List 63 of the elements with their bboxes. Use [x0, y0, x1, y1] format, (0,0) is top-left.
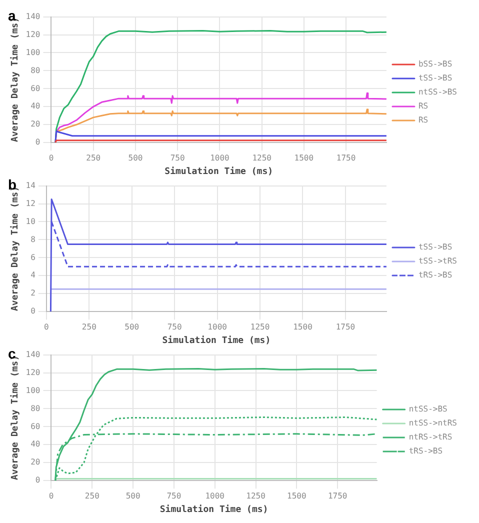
x-tick-label: 1750	[336, 153, 356, 162]
y-tick-label: 12	[26, 198, 36, 208]
y-tick-label: 2	[30, 288, 36, 298]
x-tick-label: 500	[126, 491, 140, 500]
legend-label: tSS->BS	[418, 242, 452, 252]
y-tick-label: 40	[30, 440, 40, 449]
y-tick-label: 0	[30, 306, 36, 316]
x-tick-label: 0	[44, 322, 50, 332]
legend-label: RS	[418, 116, 428, 125]
y-tick-label: 100	[26, 386, 40, 395]
x-tick-label: 1250	[252, 153, 272, 162]
legend-label: bSS->BS	[418, 60, 452, 69]
y-tick-label: 80	[30, 66, 40, 75]
y-tick-label: 100	[26, 48, 40, 57]
x-tick-label: 1000	[210, 153, 230, 162]
x-tick-label: 1000	[208, 322, 228, 332]
y-tick-label: 80	[30, 404, 40, 413]
y-tick-label: 140	[26, 350, 40, 359]
y-tick-label: 140	[26, 12, 40, 21]
y-tick-label: 20	[30, 458, 40, 467]
x-tick-label: 500	[124, 322, 140, 332]
y-tick-label: 6	[30, 252, 36, 262]
x-tick-label: 750	[167, 322, 182, 332]
x-tick-label: 1750	[336, 322, 356, 332]
y-tick-label: 10	[26, 216, 36, 226]
x-tick-label: 1500	[293, 322, 313, 332]
x-tick-label: 250	[86, 153, 101, 162]
legend-label: ntSS->BS	[418, 88, 458, 97]
x-axis-title: Simulation Time (ms)	[164, 166, 274, 177]
x-tick-label: 1250	[250, 322, 270, 332]
x-tick-label: 750	[170, 153, 185, 162]
legend-label: ntRS->tRS	[408, 432, 452, 442]
legend-label: ntSS->ntRS	[408, 418, 458, 428]
x-tick-label: 250	[82, 322, 97, 332]
y-tick-label: 8	[30, 234, 36, 244]
legend-label: tSS->tRS	[418, 256, 458, 266]
y-tick-label: 0	[35, 138, 40, 147]
x-tick-label: 1500	[294, 153, 314, 162]
y-tick-label: 0	[35, 476, 40, 485]
y-tick-label: 60	[30, 84, 40, 93]
y-tick-label: 120	[26, 30, 40, 39]
x-tick-label: 750	[166, 491, 182, 500]
x-tick-label: 1750	[328, 491, 348, 500]
x-tick-label: 1250	[246, 491, 266, 500]
legend-label: tRS->BS	[408, 446, 443, 456]
x-tick-label: 0	[48, 153, 54, 162]
y-tick-label: 4	[30, 270, 36, 280]
x-tick-label: 1500	[287, 491, 306, 500]
legend-label: tRS->BS	[418, 270, 452, 280]
x-tick-label: 250	[84, 491, 100, 500]
legend-label: ntSS->BS	[408, 404, 448, 414]
y-tick-label: 20	[30, 120, 40, 129]
legend-label: RS	[418, 102, 428, 111]
x-tick-label: 500	[128, 153, 143, 162]
x-tick-label: 1000	[205, 491, 225, 500]
x-tick-label: 0	[48, 491, 54, 500]
y-tick-label: 120	[26, 368, 40, 377]
x-axis-title: Simulation Time (ms)	[162, 334, 271, 346]
y-tick-label: 14	[26, 180, 36, 190]
y-tick-label: 40	[30, 102, 40, 111]
legend-label: tSS->BS	[418, 74, 452, 83]
y-tick-label: 60	[30, 422, 40, 431]
x-axis-title: Simulation Time (ms)	[160, 504, 268, 515]
